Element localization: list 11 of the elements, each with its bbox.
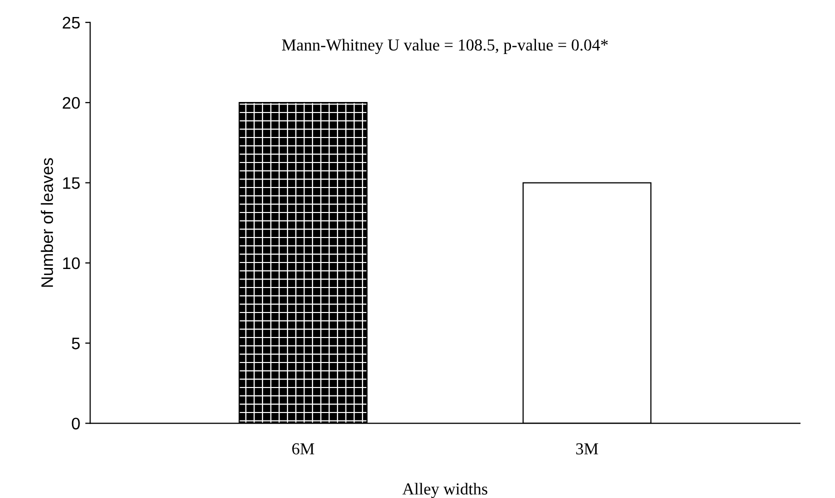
y-tick-label: 5	[72, 338, 80, 350]
x-tick-label: 6M	[292, 443, 314, 454]
y-axis-title: Number of leaves	[40, 158, 54, 287]
y-tick-label: 0	[72, 418, 80, 430]
annotation: Mann-Whitney U value = 108.5, p-value = 0.04*	[282, 38, 608, 54]
x-tick-label: 3M	[576, 443, 598, 454]
y-tick-label: 10	[63, 257, 80, 270]
y-tick-label: 15	[63, 177, 80, 189]
y-tick-label: 20	[62, 96, 80, 109]
y-tick-label: 25	[62, 16, 80, 29]
x-axis-title: Alley widths	[402, 482, 488, 498]
